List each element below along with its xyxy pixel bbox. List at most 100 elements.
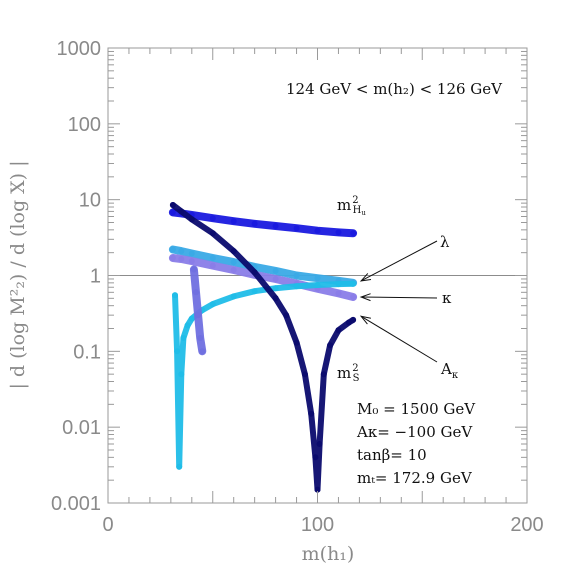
data-point [314, 275, 321, 282]
param-m-top: mₜ= 172.9 GeV [357, 469, 473, 487]
data-point [184, 322, 191, 329]
label-a-kappa: Aκ [440, 360, 459, 381]
data-point [312, 454, 319, 461]
y-tick-label: 0.01 [62, 417, 101, 439]
data-point [335, 290, 342, 297]
data-point [188, 315, 195, 322]
annotation-arrow-line [361, 296, 438, 299]
data-point [190, 266, 197, 273]
x-tick-label: 200 [510, 514, 543, 536]
data-point [350, 280, 357, 287]
label-lambda: λ [440, 233, 450, 251]
y-axis-title: | d (log M²₂) / d (log X) | [7, 160, 29, 389]
data-point [209, 215, 216, 222]
x-tick-label: 100 [301, 514, 334, 536]
data-point [293, 339, 300, 346]
data-point [209, 230, 216, 237]
data-point [188, 216, 195, 223]
data-point [272, 267, 279, 274]
data-point [350, 294, 357, 300]
y-tick-label: 1 [90, 266, 101, 288]
data-point [174, 348, 181, 355]
data-point [178, 256, 185, 262]
series-group [189, 265, 207, 356]
data-point [272, 276, 279, 282]
data-point [350, 230, 357, 237]
series-group [172, 280, 357, 470]
data-point [195, 312, 202, 319]
data-point [293, 225, 300, 232]
chart-annotations: 124 GeV < m(h₂) < 126 GeV m2 Hu m2 S λ κ A… [286, 80, 503, 487]
param-a-kappa: Aκ= −100 GeV [356, 423, 473, 441]
x-axis-title: m(h₁) [302, 543, 355, 565]
data-point [272, 223, 279, 229]
data-point [209, 255, 216, 261]
data-point [335, 281, 342, 288]
data-point [230, 218, 237, 225]
mass-range-note: 124 GeV < m(h₂) < 126 GeV [286, 80, 503, 98]
label-m2-hu: m2 Hu [337, 195, 366, 217]
data-point [178, 248, 185, 255]
data-point [350, 316, 357, 323]
data-point [178, 371, 185, 378]
data-point [230, 259, 237, 266]
y-tick-label: 100 [68, 114, 101, 136]
series-group [169, 202, 357, 493]
chart-series [168, 202, 358, 493]
data-point [283, 312, 290, 319]
data-point [314, 486, 321, 493]
data-point [180, 335, 187, 341]
annotation-arrow-head [359, 315, 371, 325]
data-point [230, 293, 237, 300]
data-point [272, 295, 279, 302]
data-point [327, 342, 334, 349]
data-point [301, 371, 308, 378]
x-tick-label: 0 [102, 514, 113, 536]
data-point [172, 292, 178, 299]
data-point [178, 208, 185, 215]
data-point [169, 202, 176, 208]
data-point [293, 283, 300, 290]
data-point [335, 229, 342, 236]
data-point [209, 262, 216, 269]
data-point [314, 227, 321, 234]
data-point [251, 220, 258, 227]
data-point [335, 327, 342, 334]
data-point [188, 250, 195, 257]
param-m0: M₀ = 1500 GeV [357, 400, 476, 418]
data-point [188, 258, 195, 265]
data-point [308, 410, 315, 417]
data-point [199, 348, 206, 355]
y-tick-label: 10 [79, 190, 101, 212]
data-point [169, 209, 176, 216]
label-kappa: κ [442, 289, 452, 307]
series-band [172, 280, 357, 470]
data-point [209, 301, 216, 308]
annotation-arrow-head [359, 273, 372, 282]
data-point [169, 255, 176, 261]
parameter-box: M₀ = 1500 GeV Aκ= −100 GeV tanβ= 10 mₜ= … [356, 400, 476, 487]
data-point [251, 288, 258, 295]
data-point [176, 463, 183, 470]
data-point [169, 246, 176, 253]
data-point [320, 371, 327, 378]
label-m2-s: m2 S [337, 363, 360, 384]
y-tick-label: 0.001 [51, 493, 101, 515]
data-point [314, 282, 321, 288]
data-point [197, 335, 204, 341]
y-tick-label: 1000 [57, 38, 102, 60]
data-point [230, 248, 237, 255]
annotation-arrow-head [359, 293, 371, 302]
data-point [293, 272, 300, 279]
data-point [193, 289, 199, 296]
annotation-arrow-line [360, 240, 438, 282]
data-point [316, 441, 323, 447]
annotation-arrow-line [360, 315, 438, 363]
data-point [251, 269, 258, 276]
data-point [230, 267, 237, 273]
param-tan-beta: tanβ= 10 [357, 446, 427, 464]
axis-ticks: 0.001 0.01 0.1 1 10 100 1000 0 100 200 [51, 38, 544, 536]
y-tick-label: 0.1 [73, 341, 101, 363]
data-point [272, 285, 279, 292]
